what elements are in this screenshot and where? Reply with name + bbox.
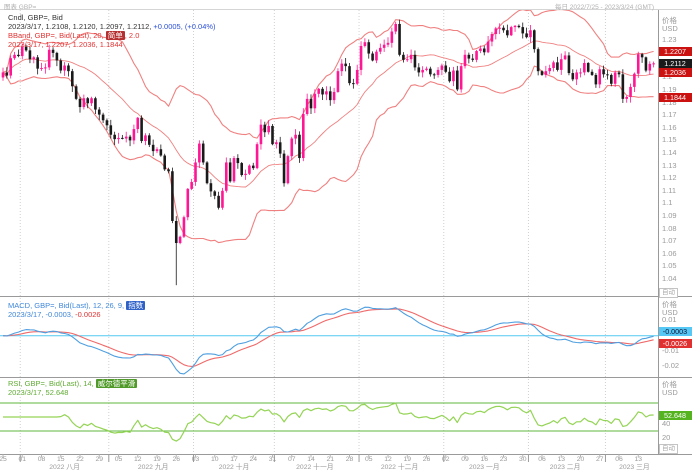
- auto-scale-button-rsi[interactable]: 自动: [659, 444, 678, 454]
- main-pane-legend: Cndl, GBP=, Bid 2023/3/17, 1.2108, 1.212…: [8, 13, 216, 49]
- window-title: 图表 GBP=: [4, 4, 37, 11]
- auto-scale-button-main[interactable]: 自动: [659, 288, 678, 298]
- rsi-smoothing-token[interactable]: 威尔德平滑: [95, 379, 138, 388]
- macd-values: 2023/3/17, -0.0003, -0.0026: [8, 310, 101, 319]
- bollinger-ma-type-token[interactable]: 简单: [105, 31, 125, 40]
- rsi-values: 2023/3/17, 52.648: [8, 388, 69, 397]
- bollinger-series-label: BBand, GBP=, Bid(Last), 20, 简单, 2.0: [8, 31, 140, 40]
- candle-series-label: Cndl, GBP=, Bid: [8, 13, 63, 22]
- bollinger-values: 2023/3/17, 1.2207, 1.2036, 1.1844: [8, 40, 123, 49]
- candle-ohlc-values: 2023/3/17, 1.2108, 1.2120, 1.2097, 1.211…: [8, 22, 216, 31]
- chart-header-bar: 图表 GBP= 每日 2022/7/25 - 2023/3/24 (GMT): [0, 0, 692, 11]
- rsi-pane-legend: RSI, GBP=, Bid(Last), 14, 威尔德平滑 2023/3/1…: [8, 379, 138, 397]
- date-range-label: 每日 2022/7/25 - 2023/3/24 (GMT): [555, 4, 654, 11]
- macd-pane-legend: MACD, GBP=, Bid(Last), 12, 26, 9, 指数 202…: [8, 301, 146, 319]
- rsi-series-label: RSI, GBP=, Bid(Last), 14, 威尔德平滑: [8, 379, 138, 388]
- macd-ma-type-token[interactable]: 指数: [126, 301, 146, 310]
- macd-series-label: MACD, GBP=, Bid(Last), 12, 26, 9, 指数: [8, 301, 146, 310]
